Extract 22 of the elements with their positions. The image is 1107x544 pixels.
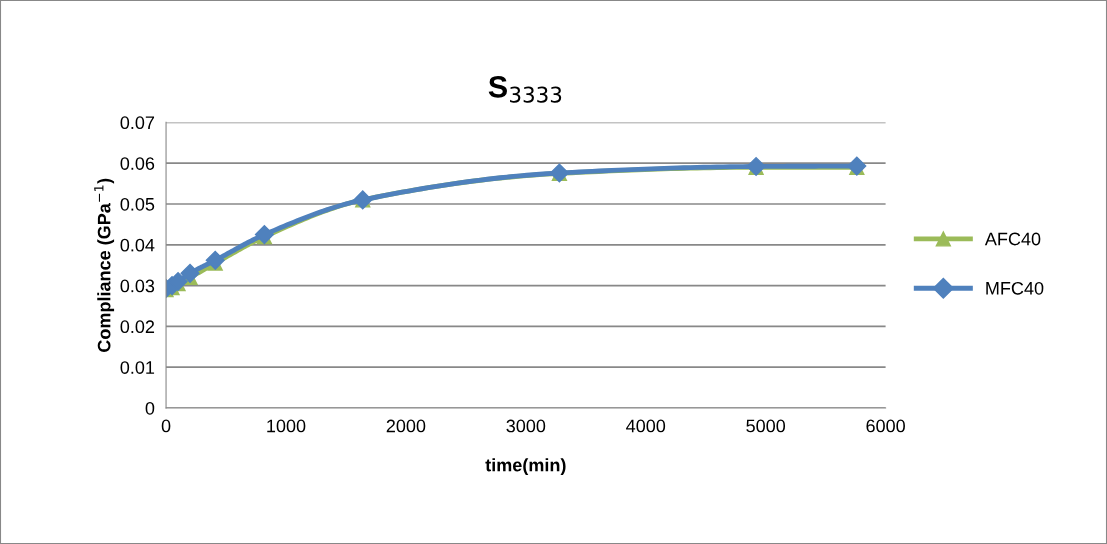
x-tick-label: 6000	[866, 419, 905, 433]
chart-title: S$_{3333}$	[488, 76, 562, 103]
x-tick-label: 3000	[506, 419, 546, 433]
x-tick-label: 5000	[746, 419, 786, 433]
y-tick-label: 0.02	[120, 320, 155, 334]
legend-label: MFC40	[986, 281, 1044, 295]
y-tick-label: 0.07	[120, 116, 155, 130]
x-tick-label: 1000	[267, 419, 306, 433]
point	[205, 250, 225, 270]
y-tick-label: 0.03	[120, 279, 155, 293]
y-tick-label: 0.01	[120, 361, 155, 374]
x-tick-label: 0	[161, 419, 171, 433]
x-tick-label: 2000	[386, 419, 426, 433]
point	[180, 263, 200, 283]
y-tick-label: 0.05	[120, 197, 155, 211]
y-tick-label: 0.04	[120, 238, 155, 252]
y-tick-label: 0	[145, 401, 155, 415]
y-tick-label: 0.06	[120, 157, 155, 170]
y-axis-title: Compliance (GPa$^{−1}$)	[94, 178, 115, 352]
x-axis-title: time(min)	[485, 458, 566, 475]
legend-label: AFC40	[984, 232, 1041, 246]
x-tick-label: 4000	[626, 419, 666, 433]
